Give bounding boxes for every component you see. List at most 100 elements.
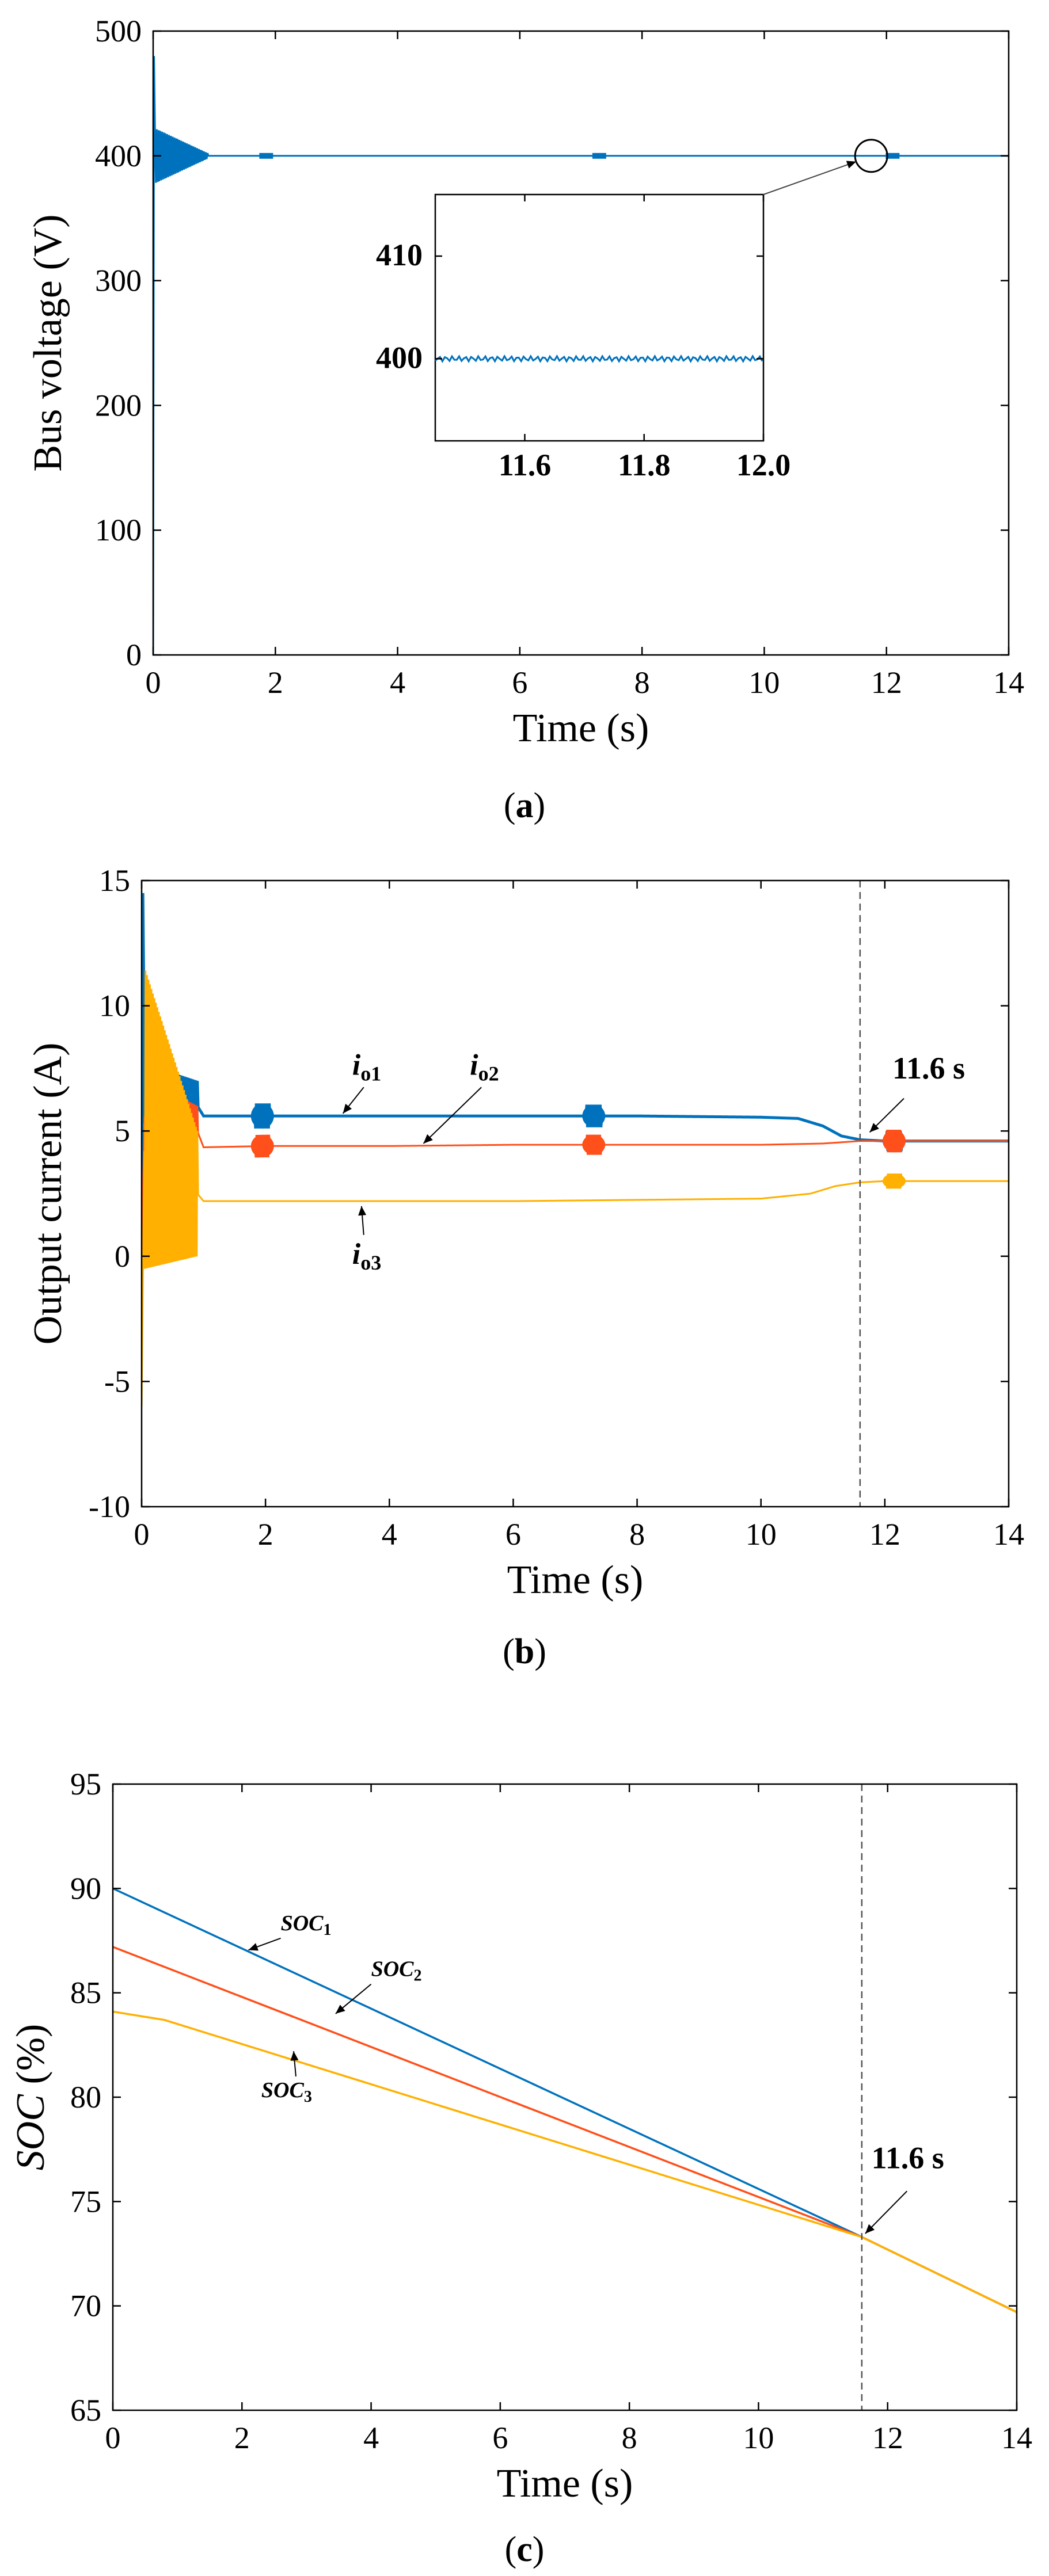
y-axis-label-unit: (%) [9, 2024, 53, 2094]
panel-label-letter: a [516, 786, 534, 825]
y-tick-label: -10 [89, 1489, 130, 1524]
x-tick-label: 0 [134, 1517, 150, 1552]
series-line-SOC3 [112, 2010, 1017, 2314]
x-tick-label: 8 [634, 665, 650, 700]
panel-label-paren: ( [503, 1632, 515, 1671]
x-tick-label: 4 [382, 1517, 397, 1552]
zoom-connector-line [763, 161, 857, 195]
series-annotation-o2: io2 [470, 1049, 499, 1085]
x-tick-label: 8 [622, 2421, 637, 2455]
voltage-ripple-mark [259, 153, 273, 159]
plot-frame [112, 1783, 1018, 2411]
y-tick-label: 200 [95, 388, 142, 422]
y-tick-label: 0 [126, 638, 142, 672]
y-tick-label: 500 [95, 14, 142, 48]
y-tick-label: 15 [99, 863, 130, 898]
annotation-arrowhead [358, 1206, 367, 1216]
x-tick-label: 6 [492, 2421, 508, 2455]
y-tick-label: 0 [115, 1239, 130, 1274]
y-tick-label: 400 [95, 139, 142, 173]
panel-label-paren: ) [534, 786, 546, 825]
panel-label-paren: ( [505, 2530, 517, 2569]
annotation-main: SOC [371, 1957, 415, 1981]
series-annotation-o1: io1 [352, 1049, 381, 1085]
panel-label-a: (a) [504, 786, 545, 825]
panel-label-paren: ) [533, 2530, 545, 2569]
series-line-SOC1 [112, 1887, 1017, 2314]
annotation-main: i [352, 1049, 361, 1081]
y-tick-label: 10 [99, 989, 130, 1023]
y-tick-label: 75 [70, 2184, 101, 2219]
x-tick-label: 0 [146, 665, 161, 700]
annotation-sub: 2 [413, 1967, 421, 1985]
x-tick-label: 4 [390, 665, 405, 700]
series-line-io1 [142, 893, 1009, 1256]
annotation-arrowhead [290, 2051, 299, 2061]
burst-mark-io2 [250, 1134, 274, 1158]
chart-a: 11.6 11.8 12.0 400 410 0 2 4 6 8 10 12 14 0 100 200 300 4… [26, 14, 1024, 750]
marker-label: 11.6 s [892, 1051, 965, 1085]
plot-frame [140, 879, 1010, 1508]
inset-x-tick-label: 11.8 [618, 448, 671, 482]
burst-mark-io2 [882, 1130, 906, 1153]
burst-mark-io1 [582, 1104, 606, 1127]
y-tick-label: 90 [70, 1871, 101, 1906]
series-line-SOC2 [112, 1946, 1017, 2314]
inset-series-line [434, 354, 763, 363]
zoom-connector-arrowhead [846, 161, 857, 169]
x-tick-label: 8 [629, 1517, 645, 1552]
series-annotation-SOC2: SOC2 [371, 1957, 422, 1985]
series-line-bus-voltage [153, 56, 1009, 655]
x-tick-label: 2 [258, 1517, 273, 1552]
burst-mark-io1 [250, 1103, 274, 1129]
annotation-main: SOC [261, 2078, 305, 2102]
y-axis-label: Output current (A) [26, 1043, 70, 1345]
x-tick-label: 14 [1001, 2421, 1032, 2455]
x-tick-label: 2 [268, 665, 283, 700]
inset-frame [434, 193, 765, 442]
x-tick-label: 0 [105, 2421, 121, 2455]
x-tick-label: 10 [743, 2421, 774, 2455]
x-tick-label: 2 [234, 2421, 250, 2455]
voltage-ripple-mark [592, 153, 606, 159]
voltage-ripple-mark [885, 153, 900, 159]
x-tick-label: 14 [993, 1517, 1024, 1552]
panel-label-b: (b) [503, 1632, 546, 1671]
y-tick-label: 5 [115, 1114, 130, 1148]
series-annotation-SOC1: SOC1 [281, 1911, 332, 1939]
panel-label-paren: ( [504, 786, 516, 825]
annotation-sub: o2 [478, 1062, 499, 1085]
annotation-main: i [470, 1049, 478, 1081]
y-tick-label: -5 [104, 1364, 130, 1398]
x-tick-label: 14 [993, 665, 1024, 700]
annotation-sub: 3 [304, 2088, 312, 2106]
marker-arrowhead [865, 2224, 875, 2234]
annotation-arrowhead [248, 1943, 259, 1951]
annotation-arrowhead [335, 2005, 345, 2014]
annotation-main: SOC [281, 1911, 324, 1935]
y-tick-label: 100 [95, 513, 142, 547]
y-tick-label: 70 [70, 2289, 101, 2323]
x-axis-label: Time (s) [507, 1558, 644, 1602]
y-tick-label: 80 [70, 2080, 101, 2114]
x-tick-label: 12 [869, 1517, 900, 1552]
y-axis-label: Bus voltage (V) [26, 214, 70, 471]
zoom-callout-circle [854, 139, 888, 173]
panel-label-c: (c) [505, 2530, 545, 2569]
y-axis-label: SOC (%) [9, 2024, 53, 2171]
series-line-io3 [142, 970, 1009, 1407]
y-tick-label: 85 [70, 1976, 101, 2010]
panel-label-letter: c [516, 2530, 533, 2569]
y-tick-label: 95 [70, 1767, 101, 1801]
annotation-arrowhead [343, 1103, 352, 1114]
plot-frame [152, 30, 1010, 656]
x-axis-label: Time (s) [513, 706, 649, 750]
series-annotation-SOC3: SOC3 [261, 2078, 312, 2106]
x-tick-label: 12 [872, 2421, 903, 2455]
x-tick-label: 6 [512, 665, 527, 700]
inset-y-tick-label: 410 [376, 238, 423, 272]
x-tick-label: 6 [506, 1517, 521, 1552]
burst-mark-io2 [582, 1134, 606, 1155]
